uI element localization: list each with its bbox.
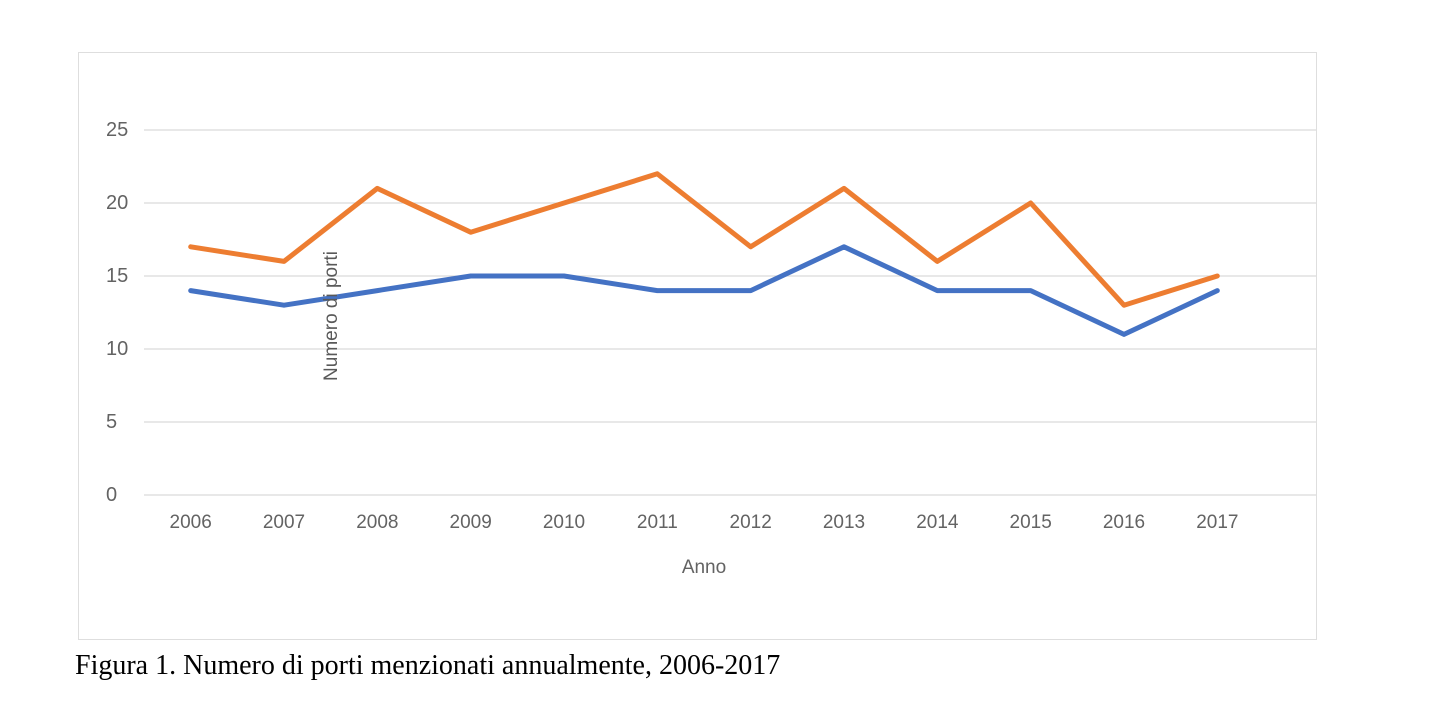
series-line-0: [188, 244, 1220, 337]
y-tick-label: 20: [106, 192, 129, 214]
x-tick-label: 2016: [1102, 512, 1146, 533]
y-tick-label: 15: [106, 265, 129, 287]
x-tick-label: 2015: [1009, 512, 1052, 533]
y-tick-label: 25: [106, 119, 129, 141]
y-axis-title: Numero di porti: [321, 251, 342, 381]
series-line-1: [188, 171, 1220, 308]
x-tick-label: 2017: [1196, 512, 1239, 533]
x-tick-label: 2010: [542, 512, 586, 533]
x-tick-label: 2012: [729, 512, 772, 533]
line-chart: [144, 129, 1316, 496]
x-tick-label: 2007: [262, 512, 306, 533]
x-tick-label: 2014: [916, 512, 959, 533]
y-tick-label: 10: [106, 338, 129, 360]
x-tick-label: 2008: [356, 512, 399, 533]
y-tick-label: 0: [106, 484, 118, 506]
x-axis-title: Anno: [681, 557, 727, 578]
y-tick-label: 5: [106, 411, 118, 433]
figure-caption: Figura 1. Numero di porti menzionati ann…: [75, 650, 781, 681]
x-tick-label: 2006: [169, 512, 212, 533]
x-tick-label: 2009: [449, 512, 492, 533]
x-tick-label: 2011: [636, 512, 678, 533]
x-tick-label: 2013: [822, 512, 866, 533]
chart-card: 25 20 15 10 5 0 2006 2007 2008 2009 2010 2011 2012 2…: [78, 52, 1317, 640]
